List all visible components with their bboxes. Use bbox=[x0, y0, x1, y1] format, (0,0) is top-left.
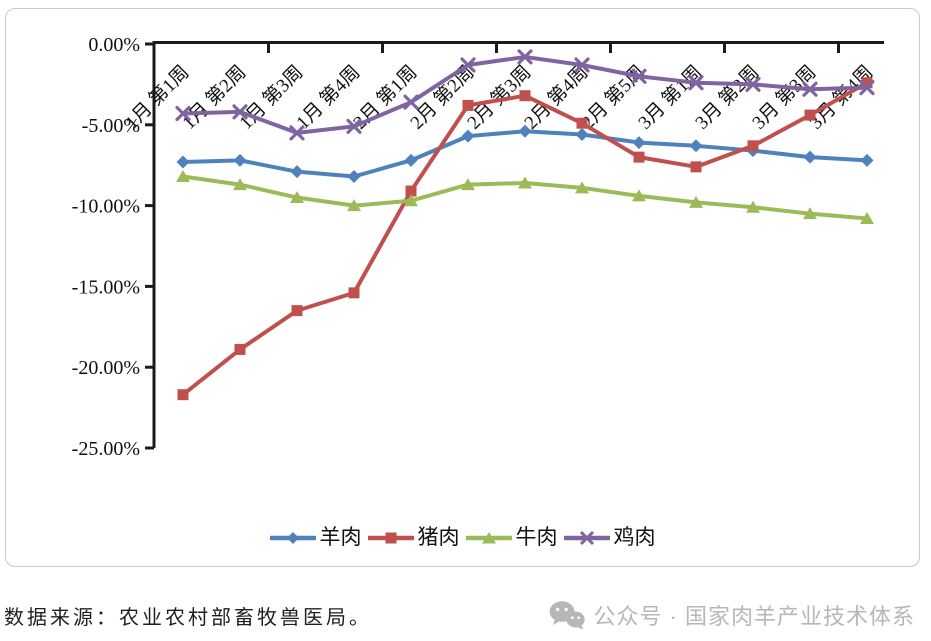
chicken-marker bbox=[802, 81, 818, 97]
chicken-marker bbox=[403, 94, 419, 110]
chicken-marker bbox=[631, 68, 647, 84]
pork-marker bbox=[291, 305, 303, 317]
pork-marker bbox=[462, 99, 474, 111]
beef-marker bbox=[233, 178, 247, 191]
y-axis-tick-label: 0.00% bbox=[88, 34, 140, 56]
legend-item-lamb: 羊肉 bbox=[269, 525, 362, 549]
y-axis-tick-label: -5.00% bbox=[82, 115, 140, 137]
triangle-marker-icon bbox=[481, 531, 496, 543]
pork-marker bbox=[177, 389, 189, 401]
watermark: 公众号 · 国家肉羊产业技术体系 bbox=[549, 599, 915, 631]
price-change-line-chart: 0.00%-5.00%-10.00%-15.00%-20.00%-25.00%1… bbox=[72, 34, 884, 460]
beef-marker bbox=[290, 191, 304, 204]
chart-border-box: 0.00% -5.00% -10.00% -15.00% -20.00% -25.00% 1… bbox=[5, 8, 920, 567]
chicken-marker bbox=[859, 80, 875, 96]
chicken-marker bbox=[574, 57, 590, 73]
y-axis-tick-label: -15.00% bbox=[72, 276, 140, 298]
legend-item-pork: 猪肉 bbox=[367, 525, 460, 549]
legend-item-chicken: 鸡肉 bbox=[563, 525, 656, 549]
pork-marker bbox=[576, 117, 588, 129]
diamond-marker-icon bbox=[286, 531, 299, 544]
y-axis-tick-label: -25.00% bbox=[72, 438, 140, 460]
pork-marker bbox=[633, 151, 645, 163]
lamb-marker bbox=[575, 127, 589, 141]
legend-item-label: 羊肉 bbox=[319, 525, 362, 549]
lamb-marker bbox=[176, 155, 190, 169]
pork-marker bbox=[405, 185, 417, 197]
chicken-marker bbox=[460, 57, 476, 73]
lamb-marker bbox=[233, 153, 247, 167]
beef-marker bbox=[461, 178, 475, 191]
beef-marker bbox=[176, 170, 190, 183]
y-axis-tick-label: -10.00% bbox=[72, 196, 140, 218]
footer: 数据来源：农业农村部畜牧兽医局。 公众号 · 国家肉羊产业技术体系 bbox=[0, 594, 931, 636]
legend-swatch-beef bbox=[465, 531, 512, 543]
lamb-marker bbox=[461, 129, 475, 143]
beef-marker bbox=[404, 194, 418, 207]
beef-marker bbox=[746, 200, 760, 213]
pork-marker bbox=[804, 109, 816, 121]
chicken-marker bbox=[517, 49, 533, 65]
lamb-marker bbox=[290, 165, 304, 179]
beef-marker bbox=[803, 207, 817, 220]
lamb-marker bbox=[860, 153, 874, 167]
chicken-marker bbox=[175, 105, 191, 122]
legend-item-label: 牛肉 bbox=[515, 525, 558, 549]
beef-marker bbox=[860, 212, 874, 225]
watermark-text: 公众号 · 国家肉羊产业技术体系 bbox=[593, 604, 915, 629]
y-axis-tick-label: -20.00% bbox=[72, 357, 140, 379]
chicken-marker bbox=[688, 75, 704, 91]
beef-marker bbox=[347, 199, 361, 212]
legend-item-label: 鸡肉 bbox=[613, 525, 656, 549]
pork-marker bbox=[747, 140, 759, 152]
x-marker-icon bbox=[579, 530, 594, 545]
pork-marker bbox=[690, 161, 702, 173]
chicken-marker bbox=[289, 125, 305, 141]
beef-marker bbox=[575, 181, 589, 194]
pork-marker bbox=[234, 343, 246, 355]
pork-marker bbox=[348, 287, 360, 299]
legend: 羊肉 猪肉 牛肉 鸡肉 bbox=[6, 527, 919, 548]
wechat-icon bbox=[550, 601, 586, 630]
legend-swatch-chicken bbox=[563, 530, 610, 545]
beef-marker bbox=[632, 189, 646, 202]
chicken-marker bbox=[346, 118, 362, 135]
pork-marker bbox=[519, 90, 531, 102]
lamb-marker bbox=[347, 170, 361, 184]
lamb-marker bbox=[803, 150, 817, 164]
beef-marker bbox=[518, 176, 532, 189]
chicken-marker bbox=[232, 104, 248, 120]
lamb-marker bbox=[632, 136, 646, 150]
beef-marker bbox=[689, 195, 703, 208]
legend-swatch-pork bbox=[367, 532, 414, 543]
legend-item-label: 猪肉 bbox=[417, 525, 460, 549]
lamb-marker bbox=[518, 124, 532, 138]
pork-marker bbox=[861, 77, 873, 89]
legend-swatch-lamb bbox=[269, 531, 316, 544]
lamb-marker bbox=[689, 139, 703, 153]
square-marker-icon bbox=[385, 532, 396, 543]
lamb-marker bbox=[404, 153, 418, 167]
chicken-marker bbox=[745, 76, 761, 92]
legend-item-beef: 牛肉 bbox=[465, 525, 558, 549]
source-caption: 数据来源：农业农村部畜牧兽医局。 bbox=[4, 606, 372, 629]
